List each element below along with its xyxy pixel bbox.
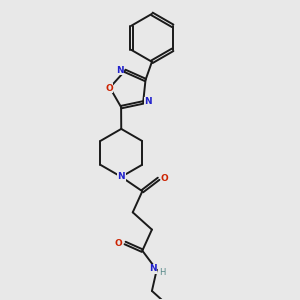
Text: O: O — [161, 174, 169, 183]
Text: N: N — [116, 66, 124, 75]
Text: O: O — [105, 84, 113, 93]
Text: O: O — [115, 238, 123, 247]
Text: N: N — [117, 172, 125, 181]
Text: N: N — [145, 98, 152, 106]
Text: N: N — [149, 264, 157, 273]
Text: H: H — [159, 268, 165, 277]
